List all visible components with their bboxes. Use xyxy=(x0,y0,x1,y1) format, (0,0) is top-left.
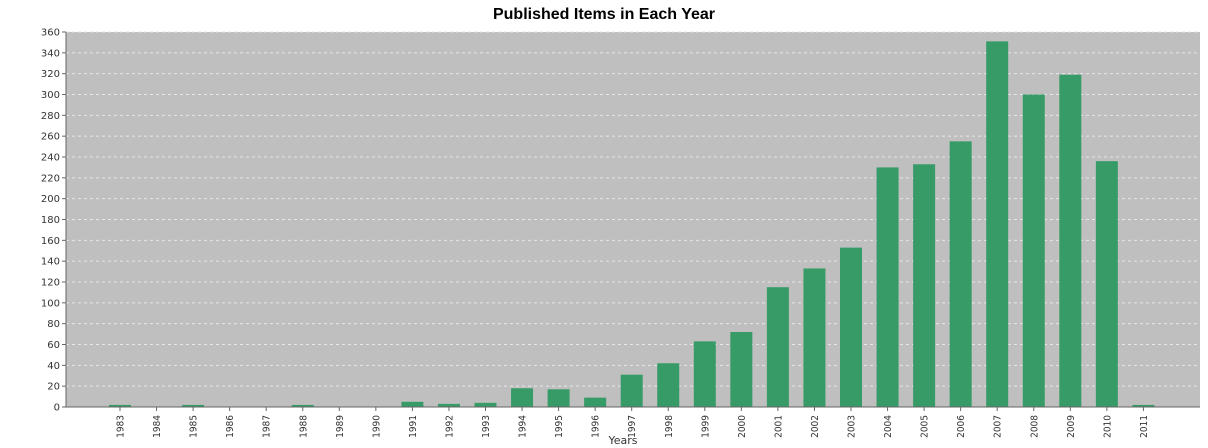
bar-1994 xyxy=(511,388,534,407)
y-tick-label: 180 xyxy=(41,215,60,226)
y-tick-label: 200 xyxy=(41,194,60,205)
bar-1996 xyxy=(584,397,607,407)
bars xyxy=(109,41,1155,407)
x-tick-label-1989: 1989 xyxy=(335,415,346,438)
x-tick-label-2010: 2010 xyxy=(1102,415,1113,438)
x-tick-label-2004: 2004 xyxy=(883,415,894,438)
bar-2000 xyxy=(730,332,753,407)
x-axis-ticks: 1983 1984 1985 1986 1987 1988 1989 1990 1991 1992… xyxy=(116,407,1150,438)
bar-2011 xyxy=(1132,404,1155,407)
x-tick-label-1999: 1999 xyxy=(700,415,711,438)
bar-1992 xyxy=(437,403,460,407)
x-tick-label-1995: 1995 xyxy=(554,415,565,438)
x-tick-label-1992: 1992 xyxy=(444,415,455,438)
bar-1983 xyxy=(109,404,131,407)
y-tick-label: 140 xyxy=(41,257,60,268)
y-tick-label: 0 xyxy=(54,403,60,414)
y-tick-label: 260 xyxy=(41,132,60,143)
y-tick-label: 300 xyxy=(41,90,60,101)
plot-background xyxy=(66,32,1200,407)
x-tick-label-2011: 2011 xyxy=(1139,415,1150,438)
x-tick-label-1997: 1997 xyxy=(627,415,638,438)
x-axis-label: Years xyxy=(607,434,637,447)
bar-2010 xyxy=(1095,161,1118,407)
bar-1995 xyxy=(547,389,570,407)
y-tick-label: 240 xyxy=(41,153,60,164)
bar-2006 xyxy=(949,141,972,407)
x-tick-label-1988: 1988 xyxy=(298,415,309,438)
bar-1993 xyxy=(474,402,497,407)
y-axis-ticks: 0 20 40 60 80 100 120 140 160 180 200 220 240 260 280 3… xyxy=(41,28,66,414)
x-tick-label-1985: 1985 xyxy=(189,415,200,438)
y-tick-label: 160 xyxy=(41,236,60,247)
x-tick-label-2009: 2009 xyxy=(1066,415,1077,438)
y-tick-label: 320 xyxy=(41,69,60,80)
bar-1999 xyxy=(693,341,716,407)
y-tick-label: 20 xyxy=(47,382,60,393)
x-tick-label-1994: 1994 xyxy=(518,415,529,438)
x-tick-label-1986: 1986 xyxy=(225,415,236,438)
x-tick-label-1990: 1990 xyxy=(371,415,382,438)
bar-1991 xyxy=(401,401,424,407)
y-tick-label: 220 xyxy=(41,173,60,184)
bar-1997 xyxy=(620,374,643,407)
x-tick-label-2000: 2000 xyxy=(737,415,748,438)
chart-title: Published Items in Each Year xyxy=(492,6,715,23)
x-tick-label-2008: 2008 xyxy=(1029,415,1040,438)
x-tick-label-2001: 2001 xyxy=(773,415,784,438)
bar-1985 xyxy=(182,404,205,407)
x-tick-label-1998: 1998 xyxy=(664,415,675,438)
bar-2008 xyxy=(1022,94,1045,407)
bar-2007 xyxy=(986,41,1009,407)
x-tick-label-1993: 1993 xyxy=(481,415,492,438)
bar-2001 xyxy=(766,287,789,407)
bar-2004 xyxy=(876,167,899,407)
y-tick-label: 60 xyxy=(47,340,60,351)
x-tick-label-2007: 2007 xyxy=(993,415,1004,438)
x-tick-label-2006: 2006 xyxy=(956,415,967,438)
x-tick-label-2005: 2005 xyxy=(920,415,931,438)
bar-1988 xyxy=(291,404,314,407)
y-tick-label: 120 xyxy=(41,278,60,289)
y-tick-label: 80 xyxy=(47,319,60,330)
bar-1998 xyxy=(657,363,680,407)
y-tick-label: 340 xyxy=(41,48,60,59)
y-tick-label: 40 xyxy=(47,361,60,372)
x-tick-label-1987: 1987 xyxy=(262,415,273,438)
x-tick-label-2003: 2003 xyxy=(847,415,858,438)
bar-2003 xyxy=(840,247,862,407)
y-tick-label: 100 xyxy=(41,298,60,309)
bar-2005 xyxy=(913,164,936,407)
x-tick-label-1984: 1984 xyxy=(152,415,163,438)
x-tick-label-1991: 1991 xyxy=(408,415,419,438)
plot-area xyxy=(66,32,1200,407)
bar-2009 xyxy=(1059,74,1082,407)
x-tick-label-1983: 1983 xyxy=(116,415,127,438)
bar-2002 xyxy=(803,268,826,407)
y-tick-label: 360 xyxy=(41,28,60,39)
x-tick-label-1996: 1996 xyxy=(591,415,602,438)
y-tick-label: 280 xyxy=(41,111,60,122)
x-tick-label-2002: 2002 xyxy=(810,415,821,438)
